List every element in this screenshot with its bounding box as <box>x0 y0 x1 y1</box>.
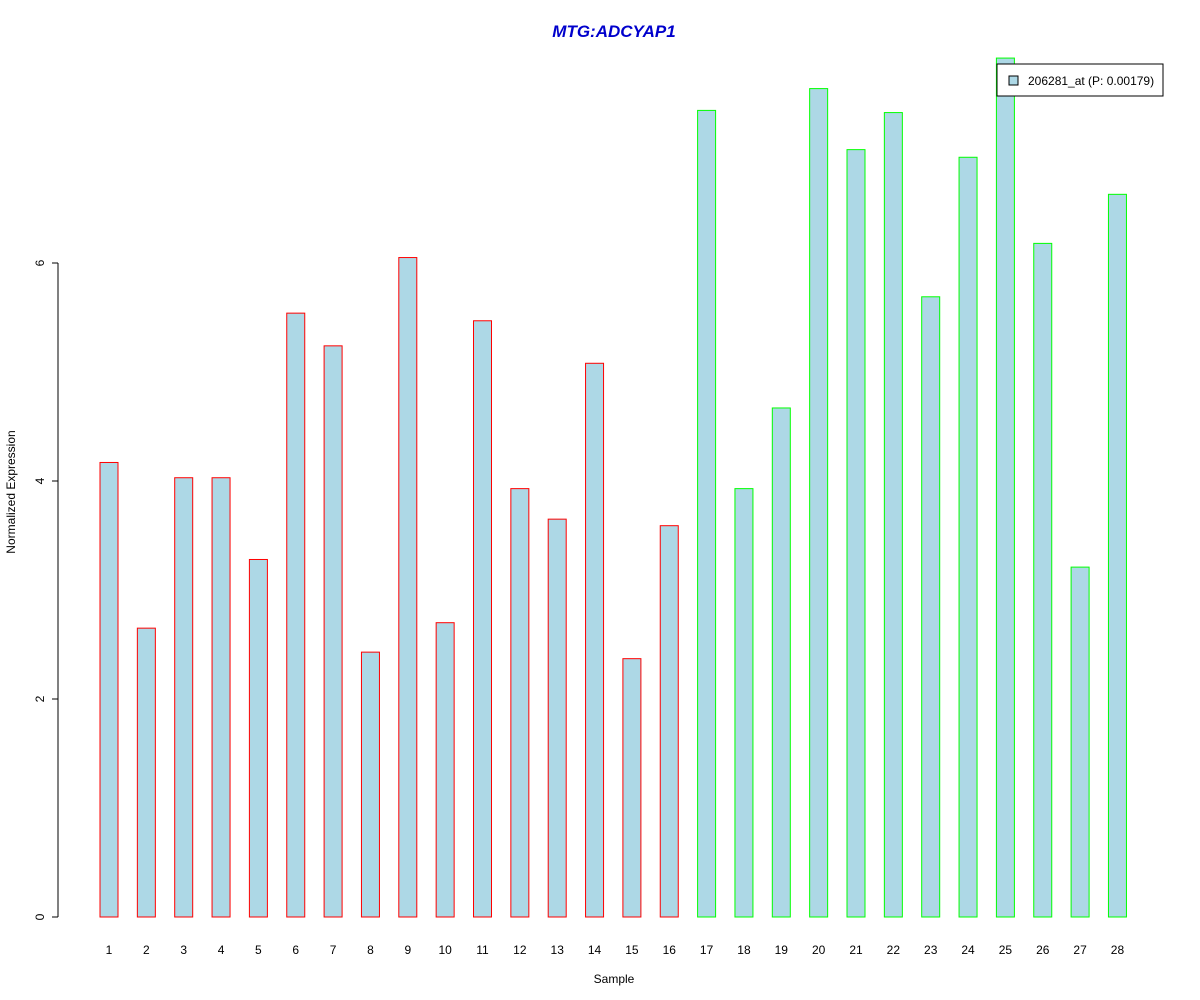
bars-group <box>99 57 1127 918</box>
x-tick-labels: 1 2 3 4 5 6 7 8 9 10 11 12 13 14 15 16 17 18 19 20 21 22 23 24 2… <box>106 943 1125 957</box>
legend-label: 206281_at (P: 0.00179) <box>1028 74 1154 88</box>
bar <box>734 488 754 918</box>
x-tick-label: 1 <box>106 943 113 957</box>
bar <box>958 156 978 918</box>
bar <box>99 461 119 918</box>
x-tick-label: 28 <box>1111 943 1125 957</box>
x-tick-label: 4 <box>218 943 225 957</box>
x-tick-label: 19 <box>775 943 789 957</box>
bar <box>697 109 717 918</box>
x-tick-label: 3 <box>180 943 187 957</box>
bar <box>771 407 791 918</box>
bar <box>136 627 156 918</box>
x-tick-label: 16 <box>663 943 677 957</box>
bar <box>585 362 605 918</box>
x-tick-label: 25 <box>999 943 1013 957</box>
x-tick-label: 8 <box>367 943 374 957</box>
x-tick-label: 6 <box>292 943 299 957</box>
bar <box>809 88 829 918</box>
y-tick-label: 2 <box>33 695 47 702</box>
y-tick-label: 6 <box>33 259 47 266</box>
y-tick-label: 0 <box>33 913 47 920</box>
x-tick-label: 10 <box>438 943 452 957</box>
x-tick-label: 27 <box>1073 943 1087 957</box>
bar <box>435 622 455 918</box>
bar <box>510 488 530 918</box>
bar <box>286 312 306 918</box>
x-tick-label: 22 <box>887 943 901 957</box>
x-tick-label: 18 <box>737 943 751 957</box>
bar <box>622 658 642 918</box>
x-tick-label: 9 <box>404 943 411 957</box>
bar <box>174 477 194 918</box>
x-tick-label: 17 <box>700 943 714 957</box>
bar <box>883 112 903 918</box>
x-tick-label: 15 <box>625 943 639 957</box>
bar <box>547 518 567 918</box>
x-tick-label: 23 <box>924 943 938 957</box>
bar <box>360 651 380 918</box>
x-tick-label: 5 <box>255 943 262 957</box>
bar <box>323 345 343 918</box>
x-tick-label: 13 <box>551 943 565 957</box>
bar <box>995 57 1015 918</box>
x-tick-label: 7 <box>330 943 337 957</box>
bar <box>1070 566 1090 918</box>
x-tick-label: 21 <box>849 943 863 957</box>
legend-box <box>996 63 1164 97</box>
x-axis-label: Sample <box>594 972 635 986</box>
x-tick-label: 26 <box>1036 943 1050 957</box>
bar <box>211 477 231 918</box>
y-tick-label: 4 <box>33 477 47 484</box>
x-tick-label: 20 <box>812 943 826 957</box>
y-axis-label: Normalized Expression <box>4 430 18 553</box>
y-axis: 0 2 4 6 <box>33 259 59 920</box>
legend: 206281_at (P: 0.00179) <box>996 63 1164 97</box>
bar <box>1033 242 1053 918</box>
bar <box>846 149 866 918</box>
x-tick-label: 11 <box>476 943 489 957</box>
x-tick-label: 24 <box>961 943 975 957</box>
bar <box>398 257 418 918</box>
x-tick-label: 12 <box>513 943 527 957</box>
bar <box>248 558 268 918</box>
chart-title: MTG:ADCYAP1 <box>552 22 675 41</box>
bar <box>659 525 679 918</box>
x-tick-label: 2 <box>143 943 150 957</box>
bar <box>1107 193 1127 918</box>
legend-swatch <box>1008 75 1019 86</box>
bar <box>473 320 492 918</box>
x-tick-label: 14 <box>588 943 602 957</box>
bar <box>921 296 941 918</box>
